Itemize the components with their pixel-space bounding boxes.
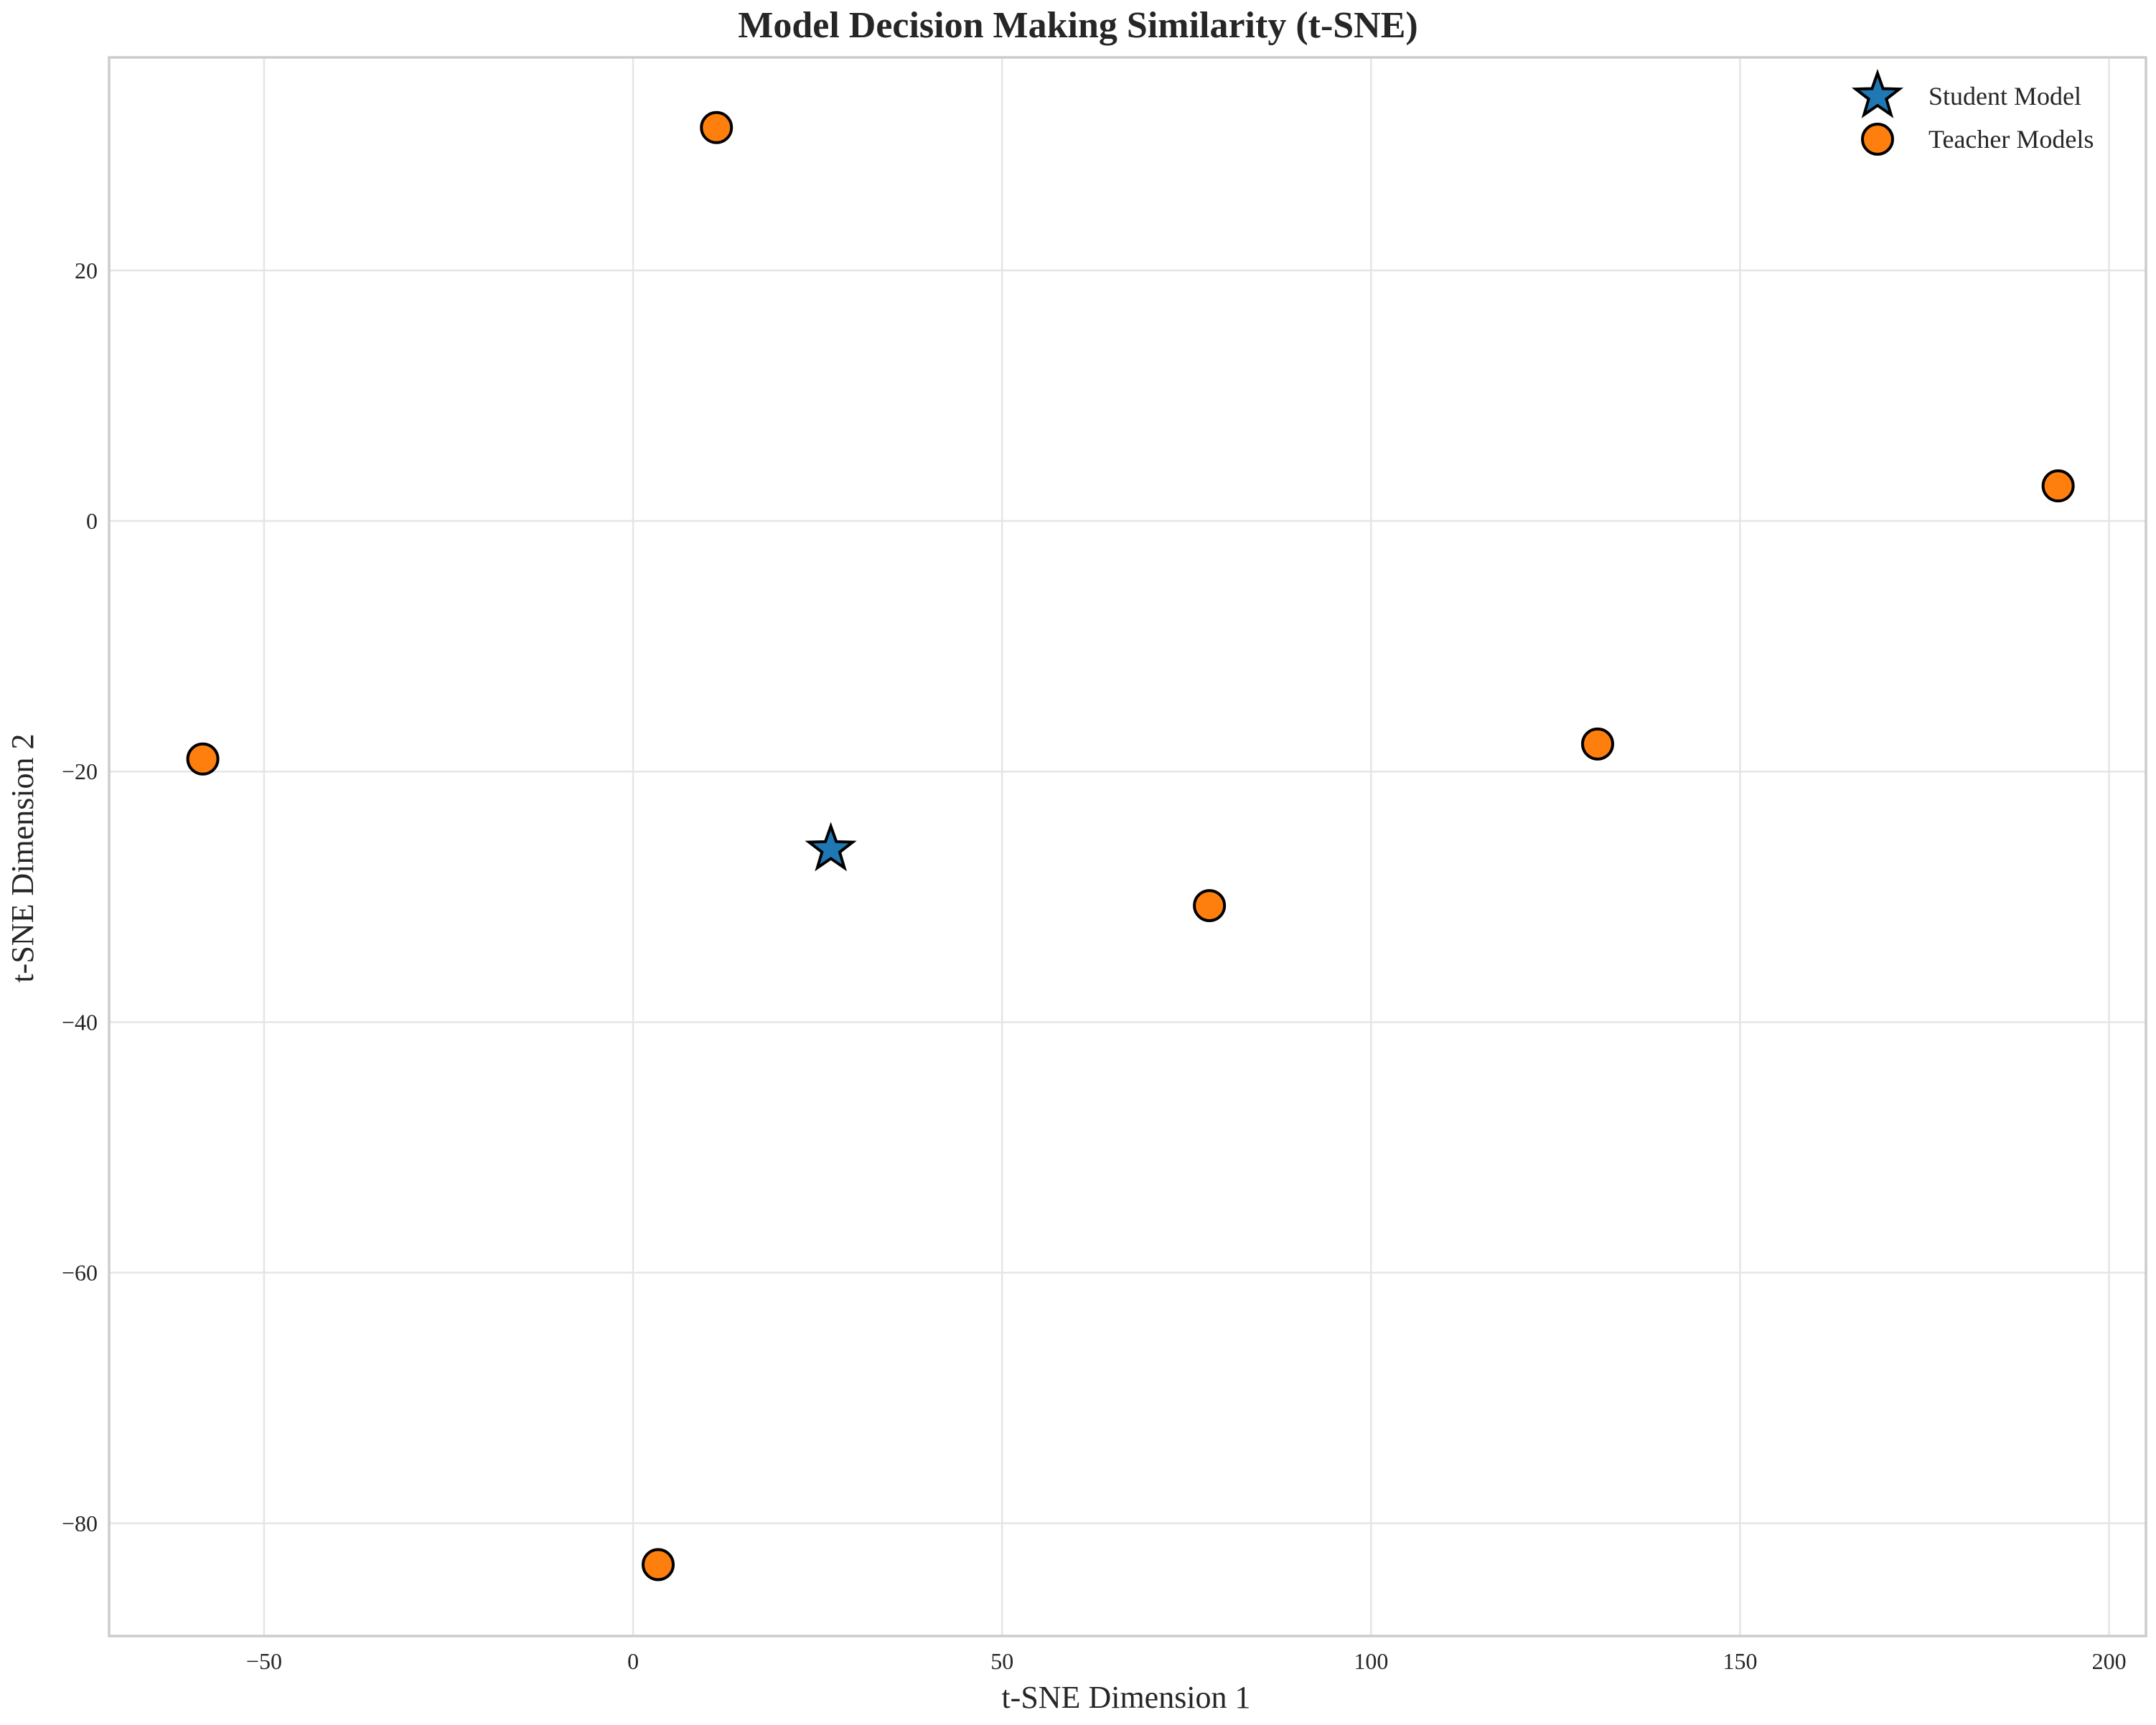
y-tick-label: 0 — [86, 508, 98, 534]
y-tick-label: −80 — [62, 1510, 98, 1536]
x-axis-label: t-SNE Dimension 1 — [1001, 1680, 1250, 1715]
legend-label-student: Student Model — [1928, 82, 2081, 111]
y-tick-label: −20 — [62, 758, 98, 784]
x-tick-label: 0 — [627, 1648, 639, 1674]
teacher-model-point — [1581, 727, 1615, 761]
plot-frame — [108, 56, 2147, 1637]
legend-circle-icon — [1861, 123, 1894, 156]
y-axis-label: t-SNE Dimension 2 — [5, 733, 40, 982]
legend: Student Model Teacher Models — [1851, 69, 2094, 156]
x-tick-label: 100 — [1354, 1648, 1388, 1674]
x-tick-label: 50 — [990, 1648, 1013, 1674]
legend-star-icon — [1851, 69, 1904, 118]
legend-star-marker — [1851, 69, 1904, 118]
teacher-model-point — [2041, 469, 2075, 503]
grid-lines — [109, 57, 2146, 1636]
legend-label-teacher: Teacher Models — [1928, 125, 2094, 154]
legend-circle-marker — [1861, 123, 1894, 156]
student-model-point — [805, 822, 857, 872]
chart-title: Model Decision Making Similarity (t-SNE) — [738, 5, 1418, 46]
teacher-model-point — [1193, 889, 1227, 923]
data-points — [186, 111, 2075, 1581]
teacher-model-point — [186, 742, 220, 776]
x-tick-label: 200 — [2092, 1648, 2127, 1674]
y-tick-label: −40 — [62, 1009, 98, 1035]
x-tick-label: −50 — [246, 1648, 282, 1674]
teacher-model-point — [700, 111, 733, 144]
x-tick-label: 150 — [1723, 1648, 1757, 1674]
y-tick-label: −60 — [62, 1260, 98, 1286]
teacher-model-point — [642, 1548, 675, 1581]
y-tick-label: 20 — [75, 258, 98, 283]
